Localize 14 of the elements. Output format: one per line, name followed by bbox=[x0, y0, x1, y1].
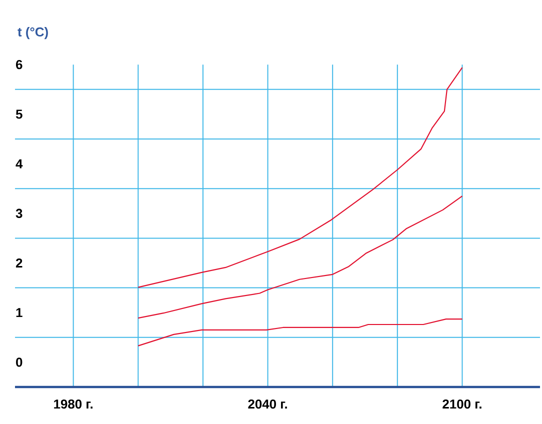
y-axis-title: t (°C) bbox=[18, 27, 48, 40]
y-tick-label: 4 bbox=[16, 159, 23, 168]
line-series bbox=[138, 195, 463, 319]
y-tick-label: 0 bbox=[16, 358, 22, 367]
y-tick-label: 1 bbox=[16, 308, 22, 318]
x-tick-label: 1980 г. bbox=[54, 399, 92, 409]
x-tick-label: 2100 г. bbox=[442, 399, 482, 409]
line-series bbox=[138, 67, 463, 288]
y-tick-label: 3 bbox=[16, 208, 22, 218]
x-tick-label: 2040 г. bbox=[248, 399, 287, 409]
y-tick-label: 2 bbox=[16, 258, 22, 268]
line-series bbox=[138, 318, 463, 346]
y-tick-label: 6 bbox=[16, 60, 22, 70]
y-tick-label: 5 bbox=[16, 110, 22, 119]
